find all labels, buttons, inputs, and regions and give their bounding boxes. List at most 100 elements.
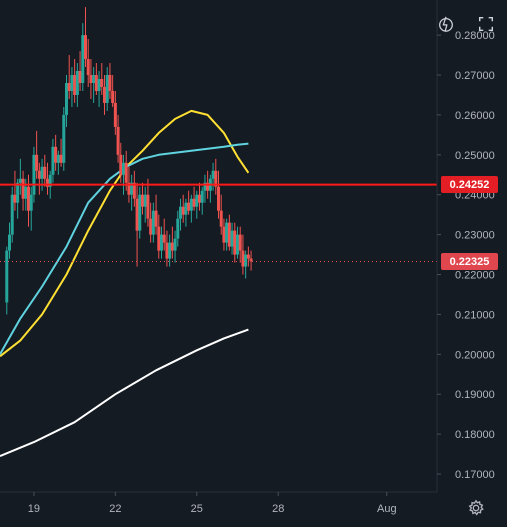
candle-body — [132, 182, 136, 199]
candle — [211, 162, 215, 191]
candle — [59, 138, 63, 167]
candle — [214, 158, 218, 195]
gear-icon[interactable] — [465, 497, 487, 519]
candle-body — [170, 242, 174, 251]
candle-series — [5, 7, 253, 315]
candle-body — [119, 154, 123, 175]
candle — [67, 55, 71, 99]
candle — [78, 51, 82, 91]
candle — [10, 186, 14, 243]
candle — [18, 158, 22, 195]
candle-body — [214, 170, 218, 187]
candle-body — [122, 162, 125, 175]
candle-body — [24, 186, 28, 199]
candle-body — [168, 242, 172, 259]
candle-body — [56, 154, 60, 163]
price-axis-tick-label: 0.25000 — [455, 150, 495, 162]
candle — [108, 63, 112, 99]
candle — [62, 106, 66, 171]
candle-body — [130, 182, 134, 195]
candle-body — [241, 250, 245, 267]
candle — [227, 214, 231, 251]
candle — [105, 67, 109, 111]
candle-body — [27, 186, 30, 211]
candle — [154, 194, 158, 235]
candle-body — [116, 126, 120, 155]
price-axis-tick-label: 0.20000 — [455, 349, 495, 361]
candle — [165, 230, 169, 267]
candle-body — [40, 166, 44, 179]
candle-body — [192, 198, 196, 207]
candle — [94, 63, 98, 95]
candle-body — [165, 242, 169, 259]
fullscreen-icon[interactable] — [472, 10, 500, 38]
candle — [189, 194, 193, 223]
candle — [43, 154, 47, 187]
candle — [21, 170, 25, 211]
ma-yellow-line — [0, 109, 250, 358]
candle-body — [127, 182, 131, 195]
candle — [217, 170, 220, 219]
candle-body — [181, 206, 185, 215]
candle — [132, 170, 136, 207]
price-axis[interactable]: 0.280000.270000.260000.250000.240000.230… — [436, 0, 495, 492]
time-axis-tick-label: Aug — [377, 503, 397, 515]
candle-body — [70, 75, 74, 91]
candle-body — [54, 146, 58, 163]
candle-body — [135, 198, 139, 231]
candle — [170, 226, 174, 259]
candle — [146, 178, 150, 227]
candle-body — [67, 82, 71, 91]
candle-body — [230, 230, 234, 247]
candle-body — [51, 146, 55, 175]
candle — [89, 59, 93, 99]
candle-body — [162, 234, 166, 243]
candle — [222, 218, 226, 251]
candle — [122, 154, 125, 195]
candle — [97, 71, 101, 107]
last-price-tag: 0.22325 — [441, 253, 498, 271]
candle-body — [89, 75, 93, 83]
candle — [143, 186, 147, 223]
price-axis-tick-label: 0.27000 — [455, 70, 495, 82]
candle — [192, 186, 196, 211]
candle — [203, 174, 207, 203]
candle-body — [141, 194, 144, 207]
candle-body — [108, 75, 112, 91]
candle-body — [179, 206, 182, 219]
candle-body — [154, 210, 158, 227]
candle-body — [244, 254, 248, 267]
candle-body — [105, 75, 109, 103]
candle — [113, 90, 117, 135]
candle-body — [13, 194, 17, 203]
time-axis[interactable]: 19 22 25 28 Aug — [0, 491, 437, 515]
horizontal-line-price-tag: 0.24252 — [441, 176, 498, 194]
candle-body — [103, 86, 106, 103]
candle-body — [149, 218, 153, 235]
candle-body — [37, 170, 41, 179]
candle-body — [233, 230, 237, 255]
candle-body — [100, 79, 104, 87]
candle — [233, 222, 237, 263]
candle-body — [138, 194, 142, 231]
candle-body — [21, 178, 25, 199]
candle — [179, 198, 182, 231]
candle — [138, 186, 142, 239]
indicator-lightning-icon[interactable] — [432, 10, 460, 38]
candle — [168, 234, 172, 267]
candle — [200, 186, 204, 215]
candle — [160, 226, 163, 259]
price-axis-tick-label: 0.26000 — [455, 110, 495, 122]
moving-average-lines — [0, 109, 250, 458]
candle — [56, 150, 60, 175]
time-axis-tick-label: 22 — [109, 503, 121, 515]
candle-body — [75, 71, 79, 95]
candle-body — [184, 202, 188, 215]
candle-body — [143, 194, 147, 207]
time-axis-tick-label: 25 — [191, 503, 203, 515]
candle — [149, 202, 153, 243]
candle — [29, 186, 33, 231]
candle-body — [62, 114, 66, 163]
candle-body — [160, 234, 163, 251]
